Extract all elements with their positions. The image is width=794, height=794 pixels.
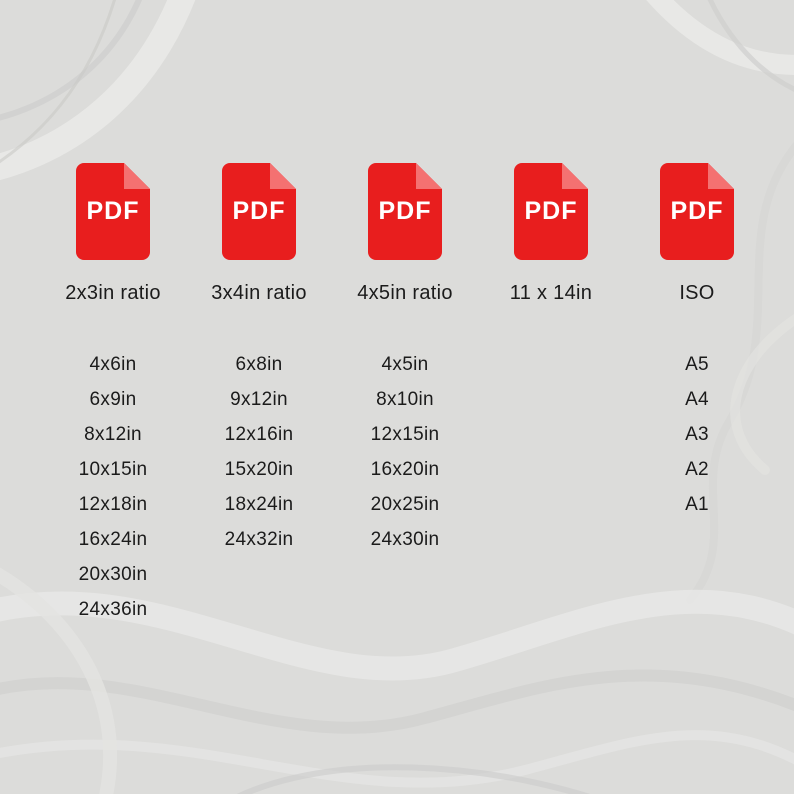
- size-item: 4x6in: [89, 354, 137, 375]
- size-item: 20x30in: [78, 564, 148, 585]
- size-list: 4x6in 6x9in 8x12in 10x15in 12x18in 16x24in 20x…: [40, 347, 186, 627]
- pdf-file-icon: PDF: [222, 163, 296, 260]
- size-item: A3: [685, 424, 709, 445]
- size-item: 8x10in: [376, 389, 434, 410]
- pdf-file-icon: PDF: [514, 163, 588, 260]
- pdf-icon-label: PDF: [378, 197, 432, 225]
- size-item: 24x30in: [370, 529, 440, 550]
- size-item: 18x24in: [224, 494, 294, 515]
- format-column-2x3: PDF 2x3in ratio 4x6in 6x9in 8x12in 10x15in 1…: [40, 163, 186, 627]
- size-item: 12x16in: [224, 424, 294, 445]
- ratio-label: 3x4in ratio: [211, 282, 307, 304]
- size-item: 6x8in: [235, 354, 283, 375]
- size-item: 24x32in: [224, 529, 294, 550]
- size-item: 12x18in: [78, 494, 148, 515]
- size-list: A5 A4 A3 A2 A1: [624, 347, 770, 522]
- size-item: 15x20in: [224, 459, 294, 480]
- pdf-icon-label: PDF: [670, 197, 724, 225]
- size-list: 4x5in 8x10in 12x15in 16x20in 20x25in 24x30in: [332, 347, 478, 557]
- ratio-label: ISO: [679, 282, 715, 304]
- pdf-file-icon: PDF: [368, 163, 442, 260]
- size-item: 4x5in: [381, 354, 429, 375]
- size-item: A4: [685, 389, 709, 410]
- size-item: A2: [685, 459, 709, 480]
- ratio-label: 4x5in ratio: [357, 282, 453, 304]
- size-item: 6x9in: [89, 389, 137, 410]
- size-chart: PDF 2x3in ratio 4x6in 6x9in 8x12in 10x15in 1…: [40, 163, 770, 627]
- size-item: 8x12in: [84, 424, 142, 445]
- size-item: 16x24in: [78, 529, 148, 550]
- size-item: 16x20in: [370, 459, 440, 480]
- size-list: 6x8in 9x12in 12x16in 15x20in 18x24in 24x32in: [186, 347, 332, 557]
- pdf-file-icon: PDF: [660, 163, 734, 260]
- pdf-icon-label: PDF: [524, 197, 578, 225]
- pdf-icon-label: PDF: [86, 197, 140, 225]
- pdf-icon-label: PDF: [232, 197, 286, 225]
- size-item: 12x15in: [370, 424, 440, 445]
- size-item: 20x25in: [370, 494, 440, 515]
- format-column-11x14: PDF 11 x 14in: [478, 163, 624, 627]
- format-column-iso: PDF ISO A5 A4 A3 A2 A1: [624, 163, 770, 627]
- size-item: 9x12in: [230, 389, 288, 410]
- size-item: 24x36in: [78, 599, 148, 620]
- size-item: A5: [685, 354, 709, 375]
- size-item: 10x15in: [78, 459, 148, 480]
- format-column-4x5: PDF 4x5in ratio 4x5in 8x10in 12x15in 16x20i…: [332, 163, 478, 627]
- ratio-label: 11 x 14in: [509, 282, 593, 304]
- size-item: A1: [685, 494, 709, 515]
- ratio-label: 2x3in ratio: [65, 282, 161, 304]
- pdf-file-icon: PDF: [76, 163, 150, 260]
- format-column-3x4: PDF 3x4in ratio 6x8in 9x12in 12x16in 15x20i…: [186, 163, 332, 627]
